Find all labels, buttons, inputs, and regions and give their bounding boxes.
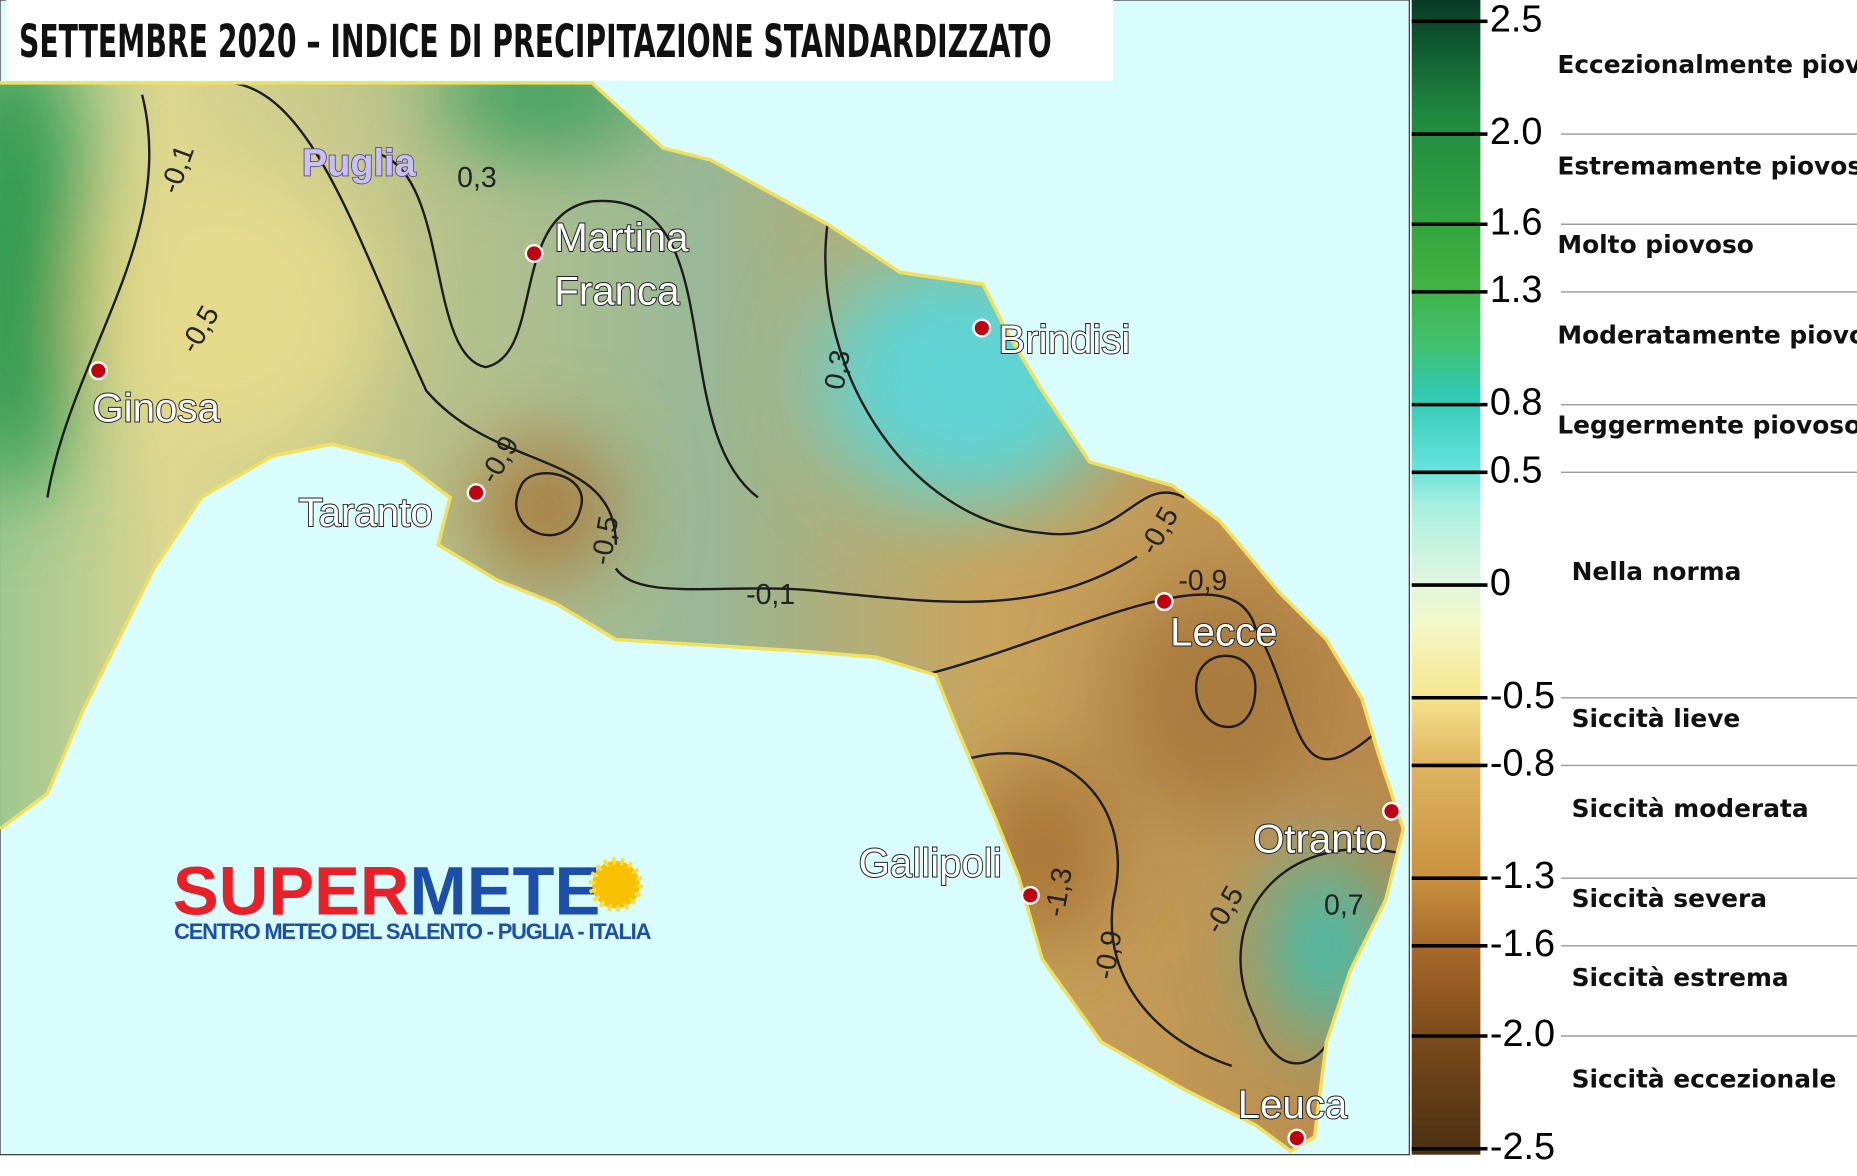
city-marker [1020, 885, 1040, 905]
city-marker [1287, 1128, 1307, 1148]
colorbar-tick-label: -1.3 [1490, 855, 1555, 897]
colorbar-tick-label: -2.5 [1490, 1126, 1555, 1168]
contour-line [614, 555, 1138, 603]
class-label: Molto piovoso [1557, 230, 1754, 259]
city-label: Ginosa [92, 386, 220, 431]
class-label: Estremamente piovoso [1557, 151, 1857, 180]
contour-label: -0,1 [746, 579, 795, 611]
logo-red: SUPER [173, 852, 410, 929]
contour-line [923, 593, 1375, 761]
logo: SUPERMETE CENTRO METEO DEL SALENTO - PUG… [173, 852, 652, 944]
colorbar-tick-label: 0 [1490, 562, 1511, 604]
class-label: Siccità estrema [1572, 963, 1789, 992]
wet-area [0, 82, 83, 498]
city-label: Franca [554, 268, 680, 313]
coastline [0, 81, 1406, 1154]
city-marker [1154, 592, 1174, 612]
city-label: Lecce [1170, 609, 1277, 654]
city-marker [1382, 801, 1402, 821]
contour-label: 0,3 [457, 162, 497, 194]
logo-name: SUPERMETE [173, 852, 600, 929]
region-label: Puglia [302, 142, 417, 184]
dry-area [94, 165, 379, 451]
contour-line [1194, 654, 1257, 729]
logo-sun [588, 857, 644, 912]
colorbar-tick-label: 2.0 [1490, 111, 1543, 153]
city-label: Brindisi [998, 317, 1130, 362]
title: SETTEMBRE 2020 – INDICE DI PRECIPITAZION… [19, 15, 1052, 68]
contour-line [970, 752, 1233, 1067]
contour-line [824, 212, 1185, 536]
class-label: Siccità lieve [1572, 704, 1741, 733]
colorbar-tick-label: 2.5 [1490, 0, 1543, 40]
logo-blue: METE [410, 852, 601, 929]
city-label: Martina [554, 215, 689, 260]
contour-label: 0,3 [819, 348, 857, 392]
contour-line [213, 82, 618, 545]
contour-label: 0,7 [1324, 889, 1364, 921]
city-label: Leuca [1238, 1082, 1348, 1127]
class-label: Siccità eccezionale [1572, 1065, 1837, 1094]
colorbar [1411, 0, 1481, 1155]
colorbar-tick-label: 0.5 [1490, 449, 1543, 491]
dry-area [1113, 580, 1327, 818]
contour-line [1239, 847, 1398, 1065]
colorbar-tick-label: -1.6 [1490, 923, 1555, 965]
contour-line [515, 472, 584, 537]
wet-area [438, 82, 652, 154]
class-label: Siccità moderata [1572, 794, 1809, 823]
legend: 2.5 2.0 1.6 1.3 0.8 0.5 0 -0.5 -0.8 -1.3 -1.6 -2.0 -… [1411, 0, 1857, 1168]
city-label: Gallipoli [859, 840, 1002, 885]
class-label: Eccezionalmente piovoso [1557, 50, 1857, 79]
colorbar-tick-label: 0.8 [1490, 382, 1543, 424]
city-label: Otranto [1253, 817, 1387, 862]
dry-area [473, 438, 616, 581]
contour-line [46, 94, 151, 498]
logo-subtitle: CENTRO METEO DEL SALENTO - PUGLIA - ITAL… [174, 919, 651, 944]
contour-label: -0,9 [1178, 565, 1227, 597]
colorbar-tick-label: -0.8 [1490, 742, 1555, 784]
city-label: Taranto [298, 490, 432, 535]
city-marker [524, 243, 544, 263]
title-box [5, 0, 1114, 81]
colorbar-tick-label: -2.0 [1490, 1013, 1555, 1055]
city-marker [88, 361, 108, 381]
colorbar-tick-label: 1.6 [1490, 201, 1543, 243]
cities: Martina Franca Brindisi Ginosa Taranto L… [88, 214, 1402, 1148]
index-field [0, 82, 1386, 1043]
class-label: Siccità severa [1572, 884, 1768, 913]
class-label: Moderatamente piovoso [1557, 320, 1857, 349]
city-marker [972, 318, 992, 338]
colorbar-tick-label: 1.3 [1490, 269, 1543, 311]
class-label: Leggermente piovoso [1557, 411, 1857, 440]
class-label: Nella norma [1572, 557, 1742, 586]
city-marker [466, 483, 486, 503]
colorbar-tick-label: -0.5 [1490, 675, 1555, 717]
